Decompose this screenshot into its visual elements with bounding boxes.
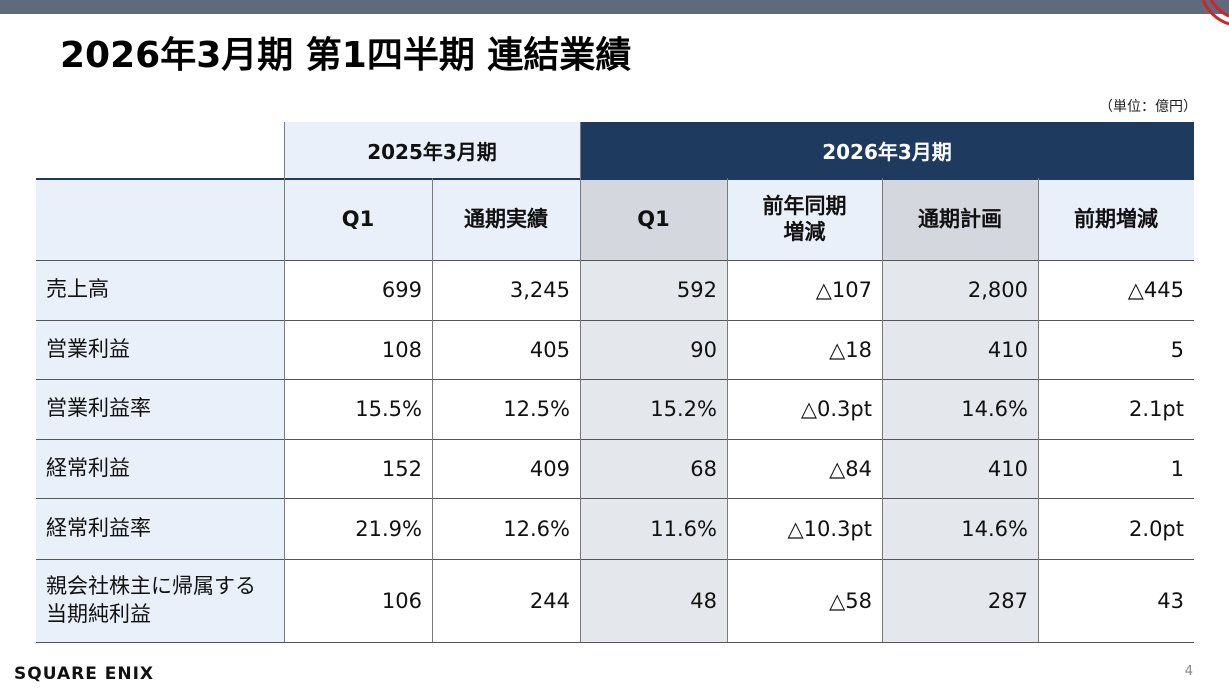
row-label: 営業利益 xyxy=(36,320,284,379)
unit-note: （単位：億円） xyxy=(1099,99,1197,115)
header-col-full-year-plan: 通期計画 xyxy=(882,178,1038,260)
group-header-prev-fy: 2025年3月期 xyxy=(284,122,580,178)
table-cell: 1 xyxy=(1038,439,1194,498)
table-cell: 592 xyxy=(580,260,727,320)
table-cell: 68 xyxy=(580,439,727,498)
table-rule xyxy=(36,320,1194,321)
top-bar xyxy=(0,0,1229,14)
header-col-prev-q1: Q1 xyxy=(284,178,432,260)
company-logo: SQUARE ENIX xyxy=(14,664,155,684)
table-cell: 12.5% xyxy=(432,379,580,439)
table-divider xyxy=(284,122,285,642)
row-label: 営業利益率 xyxy=(36,379,284,439)
table-divider xyxy=(882,178,883,642)
table-cell: 3,245 xyxy=(432,260,580,320)
table-divider xyxy=(727,178,728,642)
header-col-curr-q1: Q1 xyxy=(580,178,727,260)
table-cell: △0.3pt xyxy=(727,379,882,439)
table-cell: 2.0pt xyxy=(1038,498,1194,559)
table-cell: △58 xyxy=(727,559,882,642)
table-cell: 2,800 xyxy=(882,260,1038,320)
table-cell: 21.9% xyxy=(284,498,432,559)
table-rule xyxy=(36,379,1194,380)
table-cell: 14.6% xyxy=(882,498,1038,559)
table-cell: △445 xyxy=(1038,260,1194,320)
table-cell: 244 xyxy=(432,559,580,642)
page-number: 4 xyxy=(1184,664,1193,679)
table-cell: 699 xyxy=(284,260,432,320)
row-label: 経常利益率 xyxy=(36,498,284,559)
table-cell: 15.5% xyxy=(284,379,432,439)
table-cell: △10.3pt xyxy=(727,498,882,559)
table-cell: 12.6% xyxy=(432,498,580,559)
row-label: 親会社株主に帰属する 当期純利益 xyxy=(36,559,284,642)
table-cell: △107 xyxy=(727,260,882,320)
header-col-prev-full-year-actual: 通期実績 xyxy=(432,178,580,260)
table-cell: 15.2% xyxy=(580,379,727,439)
table-cell: 14.6% xyxy=(882,379,1038,439)
row-label: 売上高 xyxy=(36,260,284,320)
table-cell: 43 xyxy=(1038,559,1194,642)
page-title: 2026年3月期 第1四半期 連結業績 xyxy=(60,35,632,76)
group-header-current-fy: 2026年3月期 xyxy=(580,122,1194,178)
table-rule xyxy=(36,642,1194,643)
table-rule xyxy=(36,178,1194,180)
table-cell: △84 xyxy=(727,439,882,498)
table-rule xyxy=(36,260,1194,261)
table-cell: 409 xyxy=(432,439,580,498)
table-divider xyxy=(580,122,581,642)
results-table: 2025年3月期 2026年3月期 Q1 通期実績 Q1 前年同期 増減 通期計画 前期増… xyxy=(36,122,1194,643)
header-col-vs-prev-fy-change: 前期増減 xyxy=(1038,178,1194,260)
table-rule xyxy=(36,498,1194,499)
brand-accent-mark xyxy=(1189,0,1229,30)
table-cell: 410 xyxy=(882,439,1038,498)
table-cell: 5 xyxy=(1038,320,1194,379)
table-cell: 106 xyxy=(284,559,432,642)
table-cell: 287 xyxy=(882,559,1038,642)
table-cell: 11.6% xyxy=(580,498,727,559)
table-cell: 90 xyxy=(580,320,727,379)
row-label: 経常利益 xyxy=(36,439,284,498)
table-divider xyxy=(432,178,433,642)
table-rule xyxy=(36,559,1194,560)
header-col-yoy-change: 前年同期 増減 xyxy=(727,178,882,260)
table-cell: 108 xyxy=(284,320,432,379)
table-rule xyxy=(36,439,1194,440)
table-cell: 2.1pt xyxy=(1038,379,1194,439)
table-cell: 152 xyxy=(284,439,432,498)
header-corner xyxy=(36,178,284,260)
table-divider xyxy=(1038,178,1039,642)
table-cell: 405 xyxy=(432,320,580,379)
table-cell: △18 xyxy=(727,320,882,379)
table-cell: 48 xyxy=(580,559,727,642)
table-cell: 410 xyxy=(882,320,1038,379)
